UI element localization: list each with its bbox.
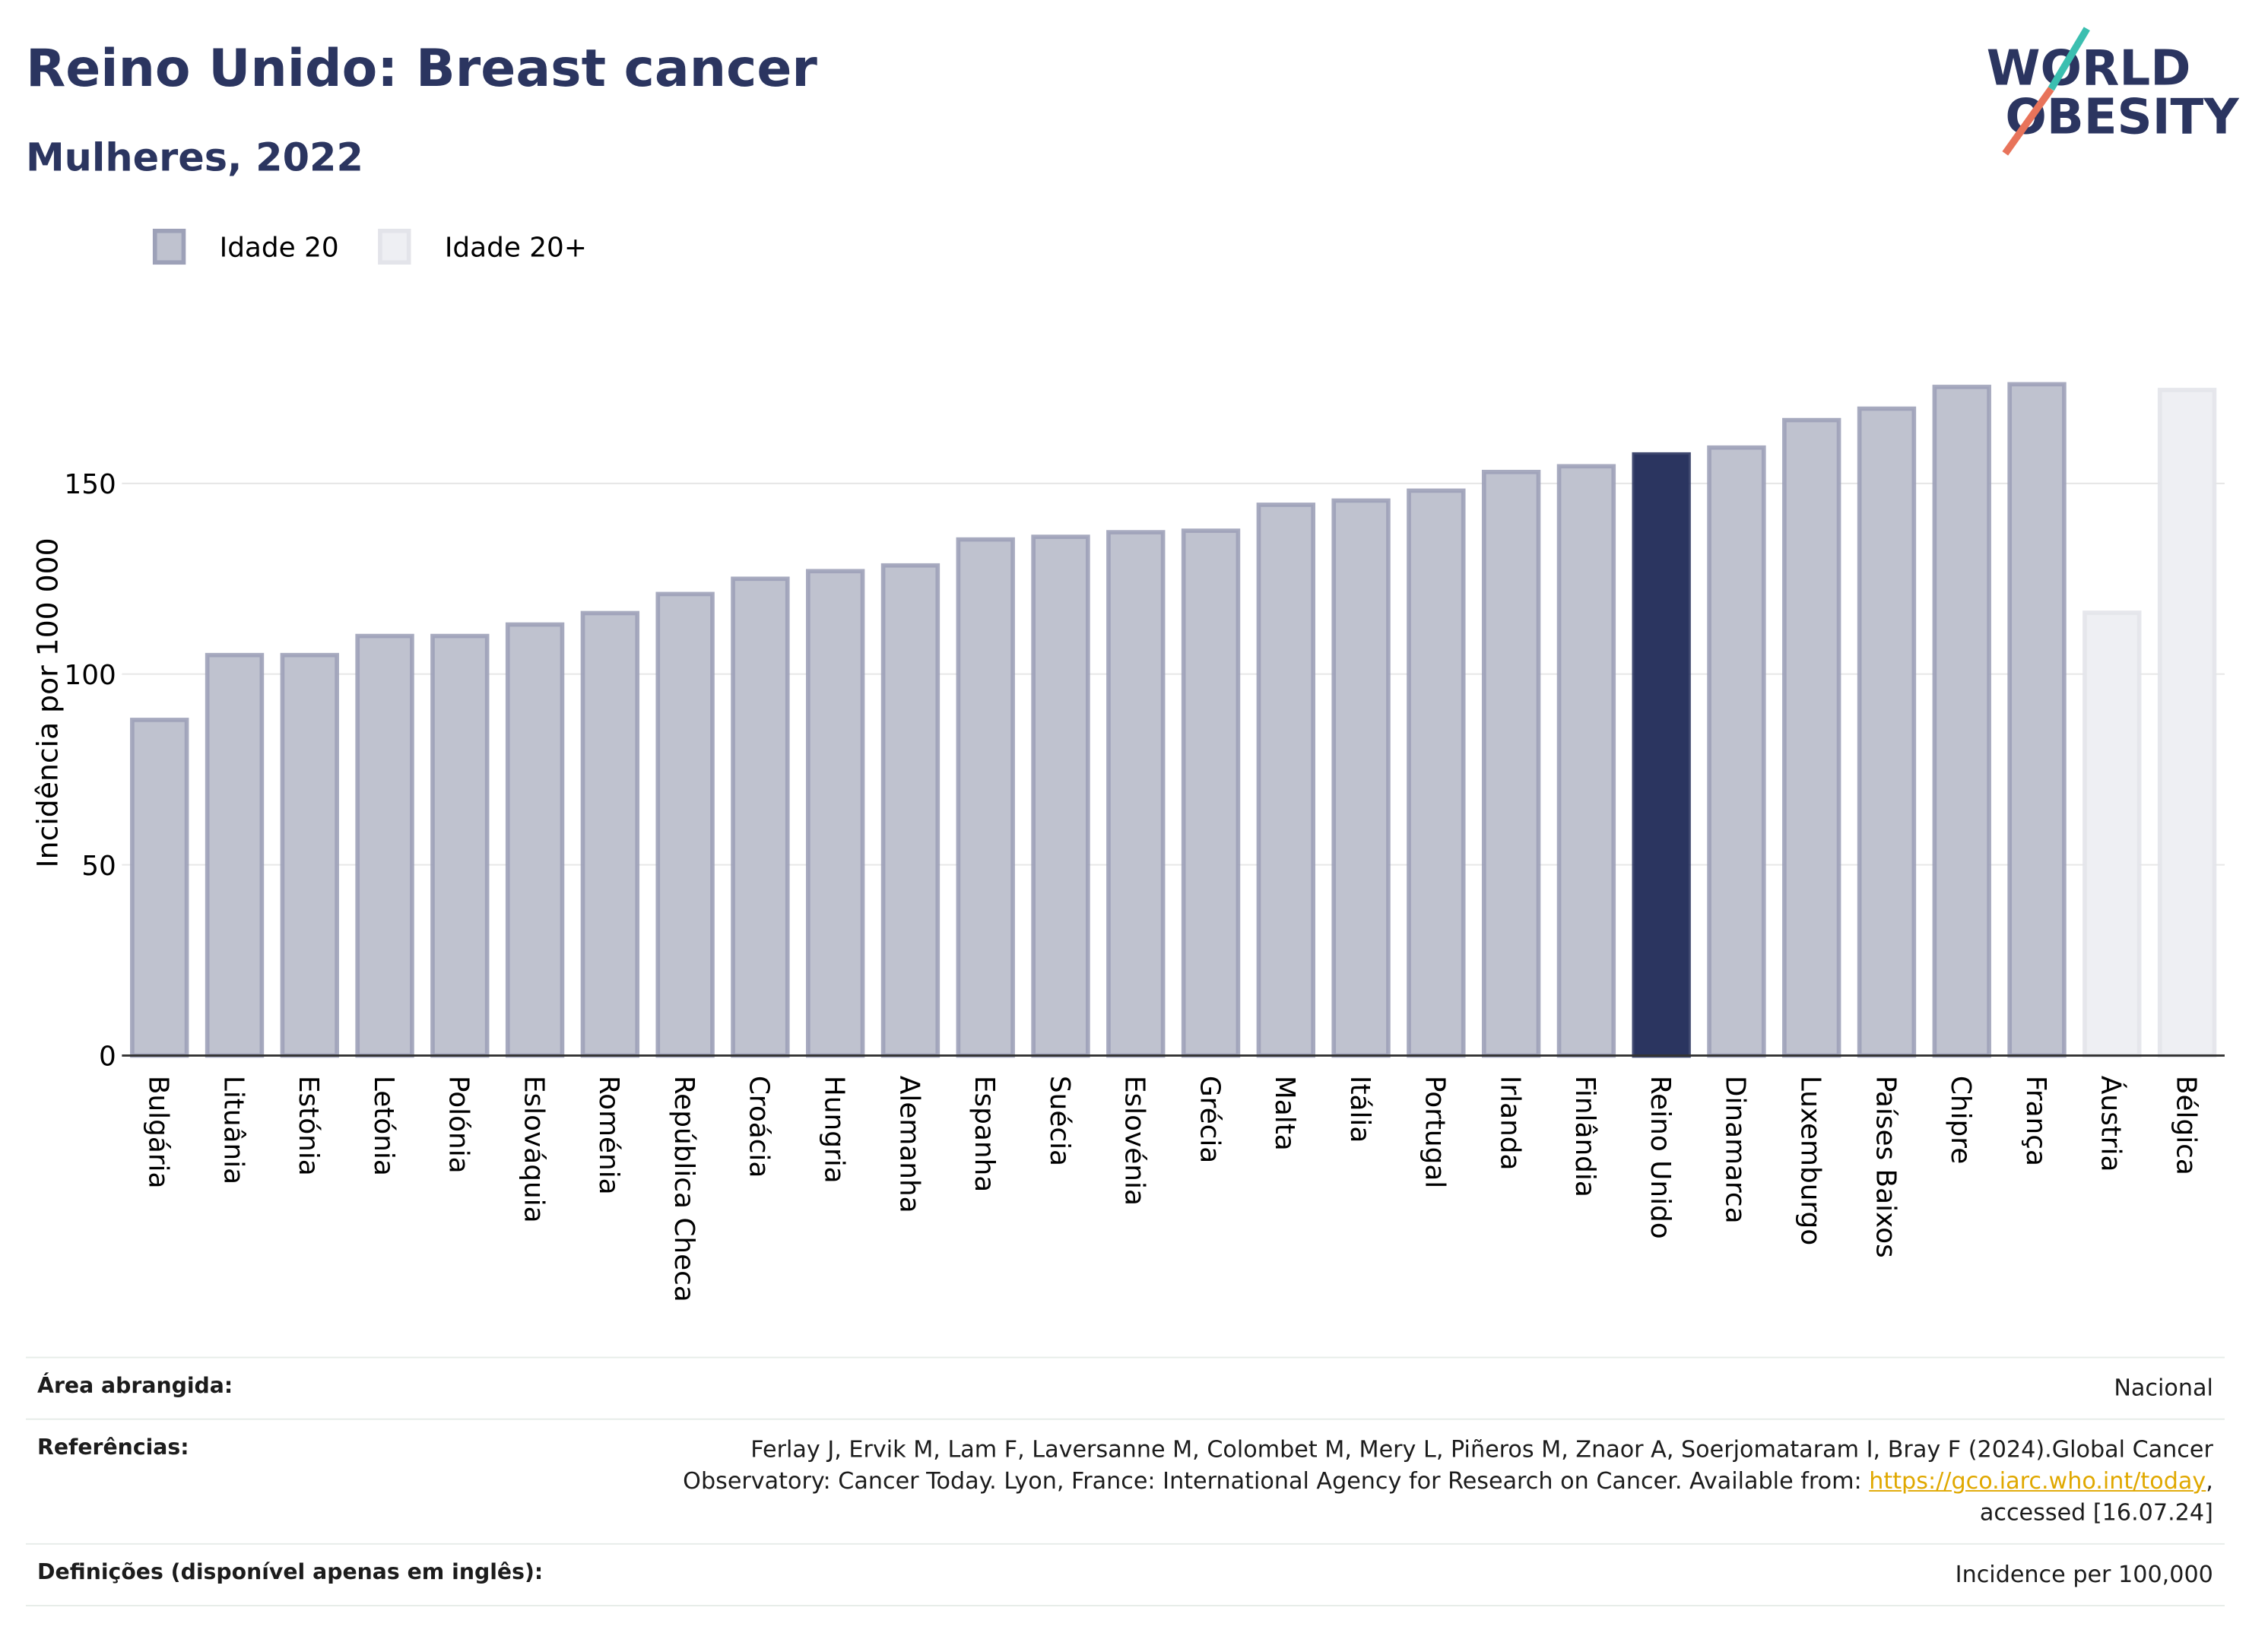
- footer-text: Incidence per 100,000: [1955, 1560, 2213, 1588]
- bar: [1857, 406, 1917, 1058]
- x-tick-label: Luxemburgo: [1795, 1076, 1826, 1245]
- bar: [1181, 528, 1241, 1058]
- footer-text: Nacional: [2114, 1374, 2213, 1402]
- x-tick-label: Dinamarca: [1720, 1076, 1751, 1224]
- footer-row: Referências: Ferlay J, Ervik M, Lam F, La…: [25, 1418, 2225, 1543]
- logo-slash: [2048, 27, 2090, 91]
- bar: [205, 652, 265, 1058]
- bar: [1932, 385, 1991, 1058]
- bar: [731, 576, 790, 1058]
- bar: [130, 718, 189, 1058]
- x-tick-label: Grécia: [1194, 1076, 1225, 1163]
- footer-value: Ferlay J, Ervik M, Lam F, Laversanne M, …: [621, 1435, 2213, 1530]
- x-tick-label: Eslováquia: [518, 1076, 549, 1223]
- x-tick-label: República Checa: [668, 1076, 699, 1302]
- footer-row: Definições (disponível apenas em inglês)…: [25, 1543, 2225, 1606]
- x-tick-label: Portugal: [1420, 1076, 1451, 1188]
- bar: [355, 633, 414, 1058]
- x-tick-label: Finlândia: [1569, 1076, 1600, 1197]
- bar: [1331, 498, 1391, 1058]
- y-axis-label: Incidência por 100 000: [30, 537, 64, 867]
- bar: [1782, 417, 1841, 1058]
- x-tick-label: Chipre: [1945, 1076, 1976, 1164]
- bar: [655, 591, 715, 1058]
- chart-title: Reino Unido: Breast cancer: [26, 39, 817, 99]
- legend-label: Idade 20+: [445, 233, 587, 264]
- legend-swatch: [378, 228, 411, 265]
- footer-value: Incidence per 100,000: [1956, 1559, 2213, 1591]
- x-tick-label: Espanha: [969, 1076, 1000, 1192]
- x-tick-label: Reino Unido: [1645, 1076, 1676, 1239]
- y-tick-label: 100: [64, 660, 116, 691]
- bar: [2007, 382, 2067, 1058]
- footer-text: , accessed [16.07.24]: [1979, 1467, 2213, 1527]
- x-tick-label: Alemanha: [893, 1076, 925, 1213]
- bar: [2082, 610, 2142, 1058]
- x-tick-label: Lituânia: [217, 1076, 249, 1184]
- footer-text: Ferlay J, Ervik M, Lam F, Laversanne M, …: [683, 1435, 2213, 1495]
- x-tick-label: Itália: [1344, 1076, 1375, 1143]
- bar: [806, 569, 865, 1058]
- bar: [880, 563, 941, 1058]
- chart: Reino Unido: Breast cancer Mulheres, 202…: [26, 27, 2240, 1302]
- x-tick-label: Estónia: [293, 1076, 324, 1176]
- x-tick-label: Hungria: [818, 1076, 849, 1184]
- y-tick-label: 50: [81, 851, 116, 882]
- chart-subtitle: Mulheres, 2022: [26, 135, 363, 180]
- x-tick-label: Suécia: [1044, 1076, 1075, 1166]
- footer-label: Definições (disponível apenas em inglês)…: [37, 1558, 544, 1585]
- x-tick-label: Eslovénia: [1119, 1076, 1150, 1206]
- x-tick-label: Malta: [1269, 1076, 1300, 1151]
- bar: [505, 622, 565, 1058]
- bar: [1556, 464, 1616, 1058]
- x-tick-label: Bélgica: [2170, 1076, 2201, 1175]
- footer-label: Referências:: [37, 1434, 189, 1460]
- logo-text: OBESITY: [2005, 88, 2240, 145]
- x-tick-label: Roménia: [593, 1076, 624, 1195]
- bar: [580, 610, 640, 1058]
- x-tick-label: Áustria: [2095, 1076, 2127, 1172]
- bar: [1256, 503, 1315, 1058]
- bar: [956, 537, 1015, 1058]
- y-tick-label: 0: [99, 1042, 116, 1073]
- logo-text: WORLD: [1987, 40, 2191, 97]
- x-tick-label: Irlanda: [1494, 1076, 1525, 1171]
- x-tick-label: Letónia: [368, 1076, 399, 1176]
- reference-link[interactable]: https://gco.iarc.who.int/today: [1869, 1467, 2206, 1495]
- bar: [1707, 445, 1766, 1058]
- x-tick-label: Bulgária: [143, 1076, 174, 1189]
- footer: Área abrangida: Nacional Referências: Ferla…: [25, 1356, 2225, 1606]
- bar: [1481, 469, 1541, 1058]
- bar: [1031, 534, 1090, 1058]
- bar: [2157, 388, 2217, 1058]
- bar: [1632, 452, 1691, 1058]
- x-tick-label: Países Baixos: [1870, 1076, 1901, 1258]
- logo-slash: [2002, 87, 2054, 156]
- bar: [280, 652, 339, 1058]
- bar: [1106, 530, 1166, 1058]
- footer-value: Nacional: [2114, 1372, 2213, 1404]
- footer-label: Área abrangida:: [37, 1372, 233, 1399]
- bar: [1407, 488, 1466, 1058]
- x-tick-label: França: [2020, 1076, 2051, 1166]
- x-tick-label: Croácia: [744, 1076, 775, 1178]
- legend-swatch: [152, 228, 186, 265]
- footer-row: Área abrangida: Nacional: [25, 1356, 2225, 1419]
- x-tick-label: Polónia: [443, 1076, 474, 1174]
- legend-label: Idade 20: [220, 233, 339, 264]
- y-tick-label: 150: [64, 469, 116, 500]
- bar: [430, 633, 490, 1058]
